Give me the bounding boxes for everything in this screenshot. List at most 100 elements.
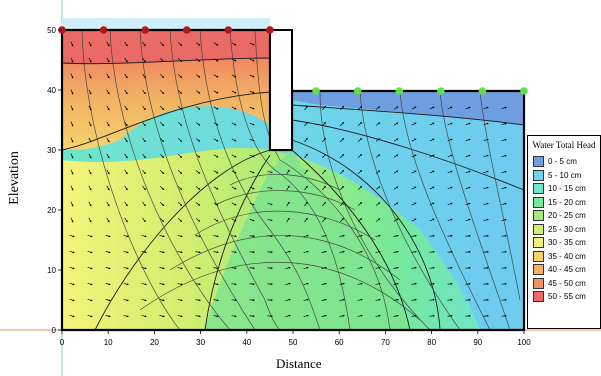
legend-item: 15 - 20 cm xyxy=(528,196,600,210)
velocity-arrow xyxy=(105,267,111,270)
velocity-arrow xyxy=(213,299,219,302)
velocity-arrow xyxy=(447,266,453,269)
legend-item: 0 - 5 cm xyxy=(528,155,600,169)
velocity-arrow xyxy=(375,186,381,190)
velocity-arrow xyxy=(177,122,183,126)
velocity-arrow xyxy=(393,218,399,222)
velocity-arrow xyxy=(141,267,147,270)
velocity-arrow xyxy=(447,234,453,237)
velocity-arrow xyxy=(322,153,326,159)
y-tick-label: 10 xyxy=(47,266,56,275)
velocity-arrow xyxy=(483,154,489,158)
velocity-arrow xyxy=(322,169,326,175)
velocity-arrow xyxy=(501,218,507,221)
velocity-arrow xyxy=(322,217,326,223)
velocity-arrow xyxy=(267,186,273,190)
velocity-arrow xyxy=(159,283,165,286)
velocity-arrow xyxy=(195,251,201,254)
velocity-arrow xyxy=(213,138,219,142)
velocity-arrow xyxy=(231,283,237,286)
velocity-arrow xyxy=(429,266,435,269)
velocity-arrow xyxy=(142,169,146,175)
velocity-arrow xyxy=(70,57,74,63)
velocity-arrow xyxy=(70,41,74,47)
velocity-arrow xyxy=(249,90,255,94)
velocity-arrow xyxy=(177,106,183,110)
velocity-arrow xyxy=(393,266,399,269)
velocity-arrow xyxy=(231,90,237,94)
velocity-arrow xyxy=(142,185,146,191)
legend-label: 0 - 5 cm xyxy=(548,157,577,167)
velocity-arrow xyxy=(123,251,129,254)
velocity-arrow xyxy=(177,218,183,222)
velocity-arrow xyxy=(447,106,453,110)
legend-label: 30 - 35 cm xyxy=(548,238,586,248)
velocity-arrow xyxy=(304,153,308,159)
velocity-arrow xyxy=(249,42,255,46)
legend-item: 50 - 55 cm xyxy=(528,290,600,304)
velocity-arrow xyxy=(267,218,273,222)
velocity-arrow xyxy=(231,251,237,254)
velocity-arrow xyxy=(195,74,201,78)
y-tick-label: 50 xyxy=(47,26,56,35)
upstream-node xyxy=(266,26,274,34)
head-color-fill xyxy=(62,30,524,330)
velocity-arrow xyxy=(88,153,92,159)
velocity-arrow xyxy=(375,170,381,174)
velocity-arrow xyxy=(357,218,363,222)
velocity-arrow xyxy=(375,218,381,222)
velocity-arrow xyxy=(429,106,435,110)
y-tick-label: 0 xyxy=(52,326,57,335)
velocity-arrow xyxy=(321,234,327,237)
velocity-arrow xyxy=(303,250,309,253)
velocity-arrow xyxy=(160,89,164,95)
velocity-arrow xyxy=(447,154,453,158)
velocity-arrow xyxy=(429,154,435,158)
velocity-arrow xyxy=(375,250,381,253)
velocity-arrow xyxy=(339,234,345,237)
velocity-arrow xyxy=(159,235,165,238)
velocity-arrow xyxy=(213,186,219,190)
velocity-arrow xyxy=(160,201,164,207)
velocity-arrow xyxy=(249,202,255,206)
velocity-arrow xyxy=(231,42,237,46)
velocity-arrow xyxy=(483,170,489,174)
velocity-arrow xyxy=(231,106,237,110)
velocity-arrow xyxy=(106,185,110,191)
downstream-node xyxy=(395,87,404,95)
sheet-pile xyxy=(269,29,293,151)
legend-label: 15 - 20 cm xyxy=(548,197,586,207)
velocity-arrow xyxy=(195,90,201,94)
velocity-arrow xyxy=(159,251,165,254)
velocity-arrow xyxy=(213,315,219,318)
velocity-arrow xyxy=(123,267,129,270)
velocity-arrow xyxy=(339,250,345,253)
velocity-arrow xyxy=(339,266,345,269)
velocity-arrow xyxy=(213,251,219,254)
velocity-arrow xyxy=(447,218,453,222)
velocity-arrow xyxy=(249,315,255,318)
velocity-arrow xyxy=(249,251,255,254)
x-axis-label: Distance xyxy=(276,356,322,371)
velocity-arrow xyxy=(87,315,93,318)
velocity-arrow xyxy=(357,138,363,142)
legend-label: 5 - 10 cm xyxy=(548,170,582,180)
velocity-arrow xyxy=(339,217,345,223)
legend-label: 40 - 45 cm xyxy=(548,265,586,275)
downstream-node xyxy=(520,87,528,95)
legend-item: 25 - 30 cm xyxy=(528,223,600,237)
legend-swatch xyxy=(533,250,544,262)
velocity-arrow xyxy=(429,122,435,126)
velocity-arrow xyxy=(483,138,489,142)
velocity-arrow xyxy=(393,298,399,301)
velocity-arrow xyxy=(177,90,183,94)
legend-label: 20 - 25 cm xyxy=(548,211,586,221)
x-tick-label: 10 xyxy=(104,338,113,347)
legend-label: 35 - 40 cm xyxy=(548,251,586,261)
velocity-arrow xyxy=(411,266,417,269)
velocity-arrow xyxy=(393,250,399,253)
velocity-arrow xyxy=(195,58,201,62)
x-tick-label: 60 xyxy=(335,338,344,347)
velocity-arrow xyxy=(304,137,308,143)
velocity-arrow xyxy=(124,57,128,63)
